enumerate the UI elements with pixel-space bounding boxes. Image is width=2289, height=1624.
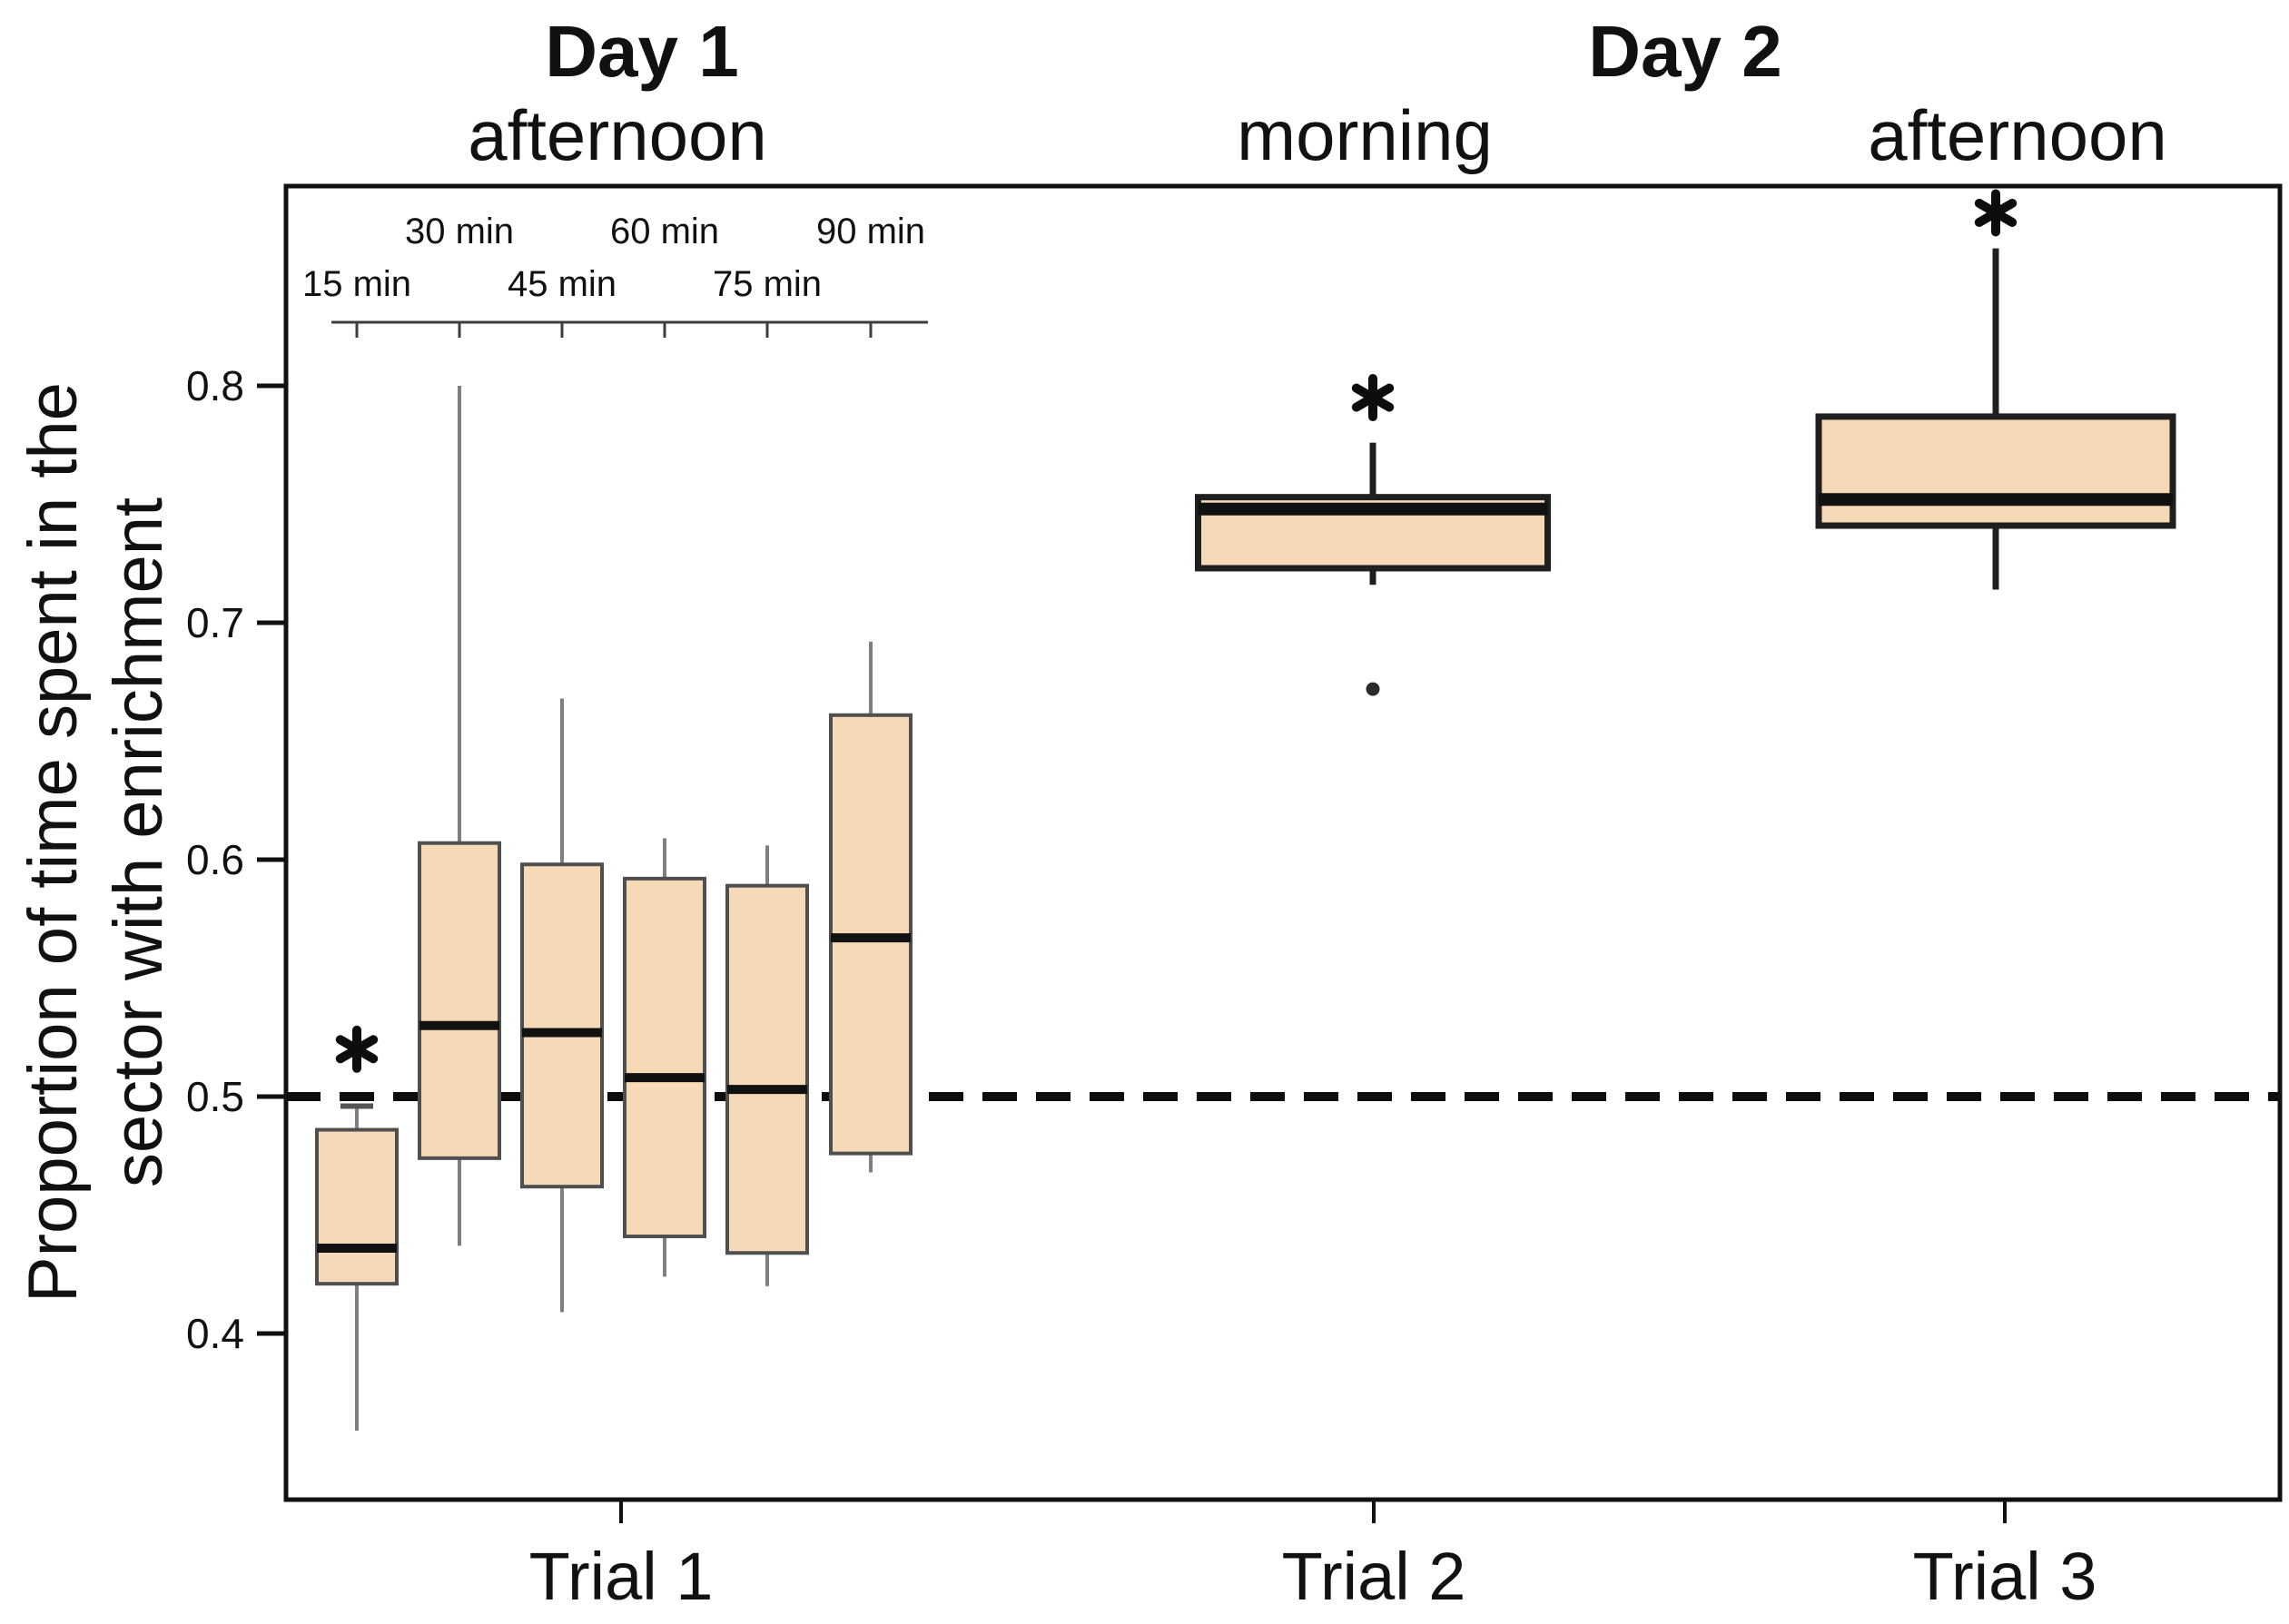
day1-title: Day 1	[545, 11, 738, 92]
box-rect	[418, 841, 501, 1160]
inset-time-label: 30 min	[405, 212, 514, 251]
significance-asterisk	[1974, 189, 2018, 237]
x-category-label: Trial 2	[1282, 1539, 1466, 1614]
y-tick-label: 0.7	[186, 599, 244, 646]
y-axis-title-line2: sector with enrichment	[100, 497, 177, 1187]
inset-time-label: 15 min	[302, 264, 411, 304]
day2-title: Day 2	[1588, 11, 1781, 92]
day1-session-label: afternoon	[468, 95, 767, 175]
y-tick-label: 0.4	[186, 1310, 244, 1357]
outlier-point	[1366, 682, 1380, 696]
inset-time-label: 60 min	[610, 212, 719, 251]
annotations-layer	[335, 189, 2018, 1073]
box-rect	[1815, 413, 2176, 529]
x-category-label: Trial 3	[1913, 1539, 2097, 1614]
x-axis-layer: Trial 1 Trial 2 Trial 3	[529, 1500, 2097, 1614]
significance-asterisk	[335, 1025, 379, 1073]
y-axis-title-line1: Proportion of time spent in the	[15, 382, 92, 1303]
x-category-label: Trial 1	[529, 1539, 714, 1614]
day2-afternoon-label: afternoon	[1868, 95, 2167, 175]
significance-asterisk	[1351, 374, 1395, 422]
y-tick-label: 0.6	[186, 836, 244, 883]
box-rect	[315, 1127, 399, 1286]
y-tick-label: 0.5	[186, 1073, 244, 1120]
box-rect	[623, 876, 706, 1238]
y-axis-layer: 0.8 0.7 0.6 0.5 0.4	[186, 362, 286, 1357]
inset-time-label: 90 min	[816, 212, 925, 251]
inset-time-axis-layer: 15 min 30 min 45 min 60 min 75 min 90 min	[302, 212, 928, 338]
boxes-layer	[315, 248, 2176, 1432]
inset-time-label: 75 min	[713, 264, 822, 304]
day2-morning-label: morning	[1237, 95, 1493, 175]
box-rect	[725, 883, 809, 1255]
box-rect	[520, 862, 604, 1189]
inset-time-label: 45 min	[508, 264, 617, 304]
plot-border	[283, 183, 2283, 1502]
y-tick-label: 0.8	[186, 362, 244, 409]
